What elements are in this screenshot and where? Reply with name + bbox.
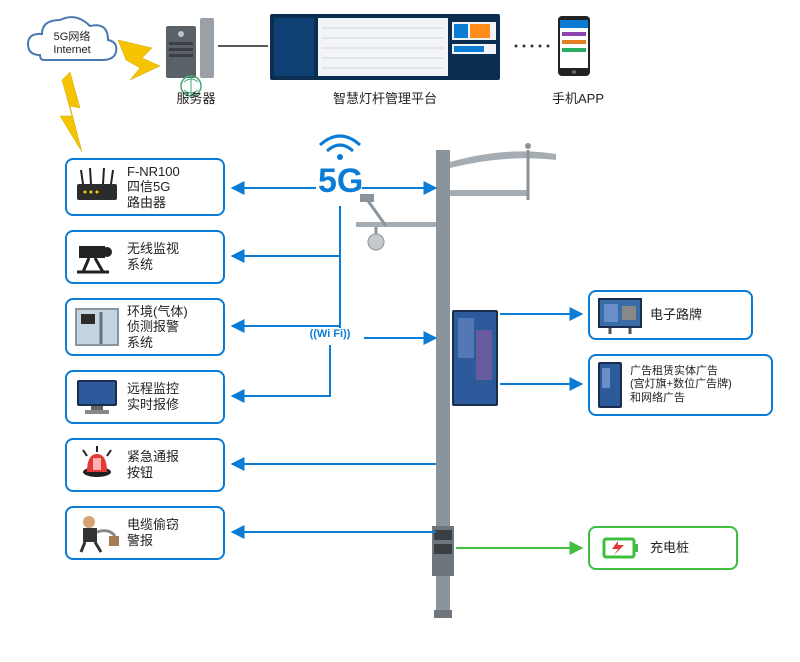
fiveg-label: 5G bbox=[318, 162, 363, 201]
node-cable-label: 电缆偷窃 警报 bbox=[127, 517, 179, 548]
dots-connector bbox=[515, 45, 550, 48]
node-remote-label: 远程监控 实时报修 bbox=[127, 381, 179, 412]
node-sos: 紧急通报 按钮 bbox=[65, 438, 225, 492]
app-label: 手机APP bbox=[548, 88, 608, 107]
arrow-to-remote bbox=[232, 345, 330, 396]
node-router: F-NR100 四信5G 路由器 bbox=[65, 158, 225, 216]
node-env-label: 环境(气体) 侦测报警 系统 bbox=[127, 304, 188, 351]
node-cable: 电缆偷窃 警报 bbox=[65, 506, 225, 560]
alarm-icon bbox=[73, 444, 121, 486]
lightning-group bbox=[60, 40, 160, 152]
cloud-line1: 5G网络 bbox=[54, 29, 91, 43]
node-ad: 广告租赁实体广告 (宫灯旗+数位广告牌) 和网络广告 bbox=[588, 354, 773, 416]
phone-icon bbox=[558, 16, 590, 76]
smart-pole bbox=[356, 143, 556, 618]
platform-icon bbox=[270, 14, 500, 80]
env-icon bbox=[73, 306, 121, 348]
cloud-icon bbox=[28, 17, 116, 60]
node-cctv-label: 无线监视 系统 bbox=[127, 241, 179, 272]
battery-icon bbox=[596, 527, 644, 569]
wifi-arcs-icon bbox=[320, 136, 360, 160]
thief-icon bbox=[73, 512, 121, 554]
node-env: 环境(气体) 侦测报警 系统 bbox=[65, 298, 225, 356]
node-charge: 充电桩 bbox=[588, 526, 738, 570]
adscreen-icon bbox=[596, 364, 624, 406]
node-sign: 电子路牌 bbox=[588, 290, 753, 340]
monitor-icon bbox=[73, 376, 121, 418]
wifi-badge: ((Wi Fi)) bbox=[300, 328, 360, 340]
billboard-icon bbox=[596, 294, 644, 336]
node-router-label: F-NR100 四信5G 路由器 bbox=[127, 164, 180, 211]
node-sign-label: 电子路牌 bbox=[650, 307, 702, 323]
node-cctv: 无线监视 系统 bbox=[65, 230, 225, 284]
router-icon bbox=[73, 166, 121, 208]
wifi-text: ((Wi Fi)) bbox=[310, 328, 351, 340]
node-charge-label: 充电桩 bbox=[650, 540, 689, 556]
camera-icon bbox=[73, 236, 121, 278]
server-icon bbox=[166, 18, 214, 96]
node-sos-label: 紧急通报 按钮 bbox=[127, 449, 179, 480]
node-ad-label: 广告租赁实体广告 (宫灯旗+数位广告牌) 和网络广告 bbox=[630, 365, 732, 405]
server-label: 服务器 bbox=[166, 88, 226, 107]
node-remote: 远程监控 实时报修 bbox=[65, 370, 225, 424]
platform-label: 智慧灯杆管理平台 bbox=[310, 88, 460, 107]
cloud-line2: Internet bbox=[53, 44, 90, 56]
